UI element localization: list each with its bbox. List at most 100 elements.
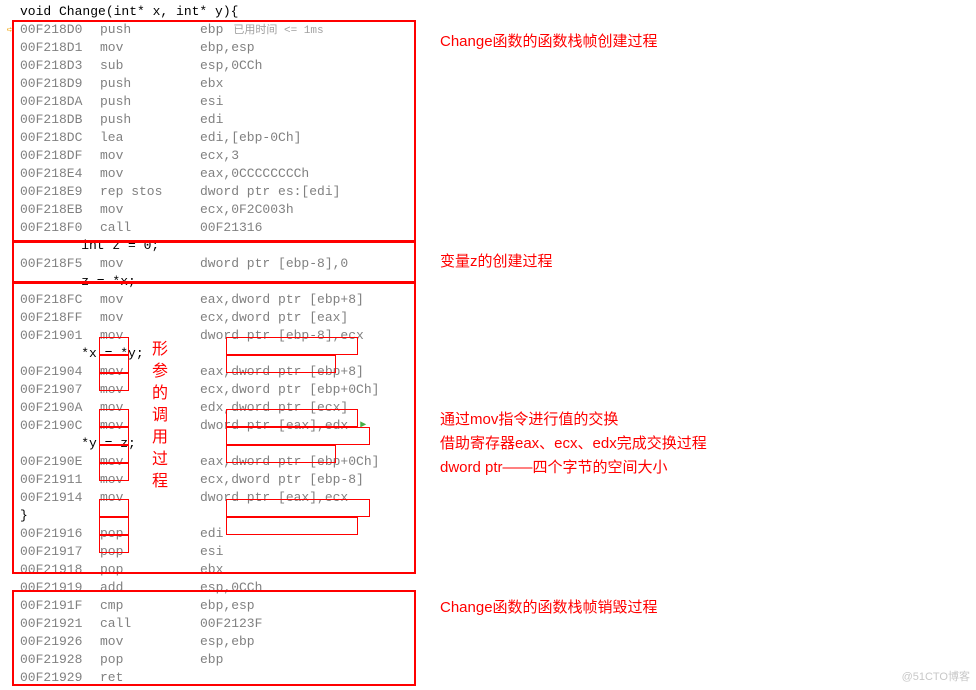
src-text: } <box>20 508 28 523</box>
mnemonic: mov <box>100 256 200 271</box>
src-text: *x = *y; <box>20 346 144 361</box>
operands: ebp,esp <box>200 40 255 55</box>
operands: eax,dword ptr [ebp+8] <box>200 292 364 307</box>
operands: ebx <box>200 76 223 91</box>
asm-line: 00F218FF movecx,dword ptr [eax] <box>0 308 976 326</box>
address: 00F21914 <box>20 490 100 505</box>
operands: ebp,esp <box>200 598 255 613</box>
operands: dword ptr es:[edi] <box>200 184 340 199</box>
asm-line: 00F21926 movesp,ebp <box>0 632 976 650</box>
address: 00F218DC <box>20 130 100 145</box>
address: 00F218F5 <box>20 256 100 271</box>
asm-line: 00F21928 popebp <box>0 650 976 668</box>
src-text: *y = z; <box>20 436 136 451</box>
address: 00F218D1 <box>20 40 100 55</box>
mnemonic: rep stos <box>100 184 200 199</box>
asm-line: 00F218DF movecx,3 <box>0 146 976 164</box>
asm-line: 00F218DB pushedi <box>0 110 976 128</box>
mnemonic: call <box>100 616 200 631</box>
annotation-3b: 借助寄存器eax、ecx、edx完成交换过程 <box>440 432 707 453</box>
address: 00F218DF <box>20 148 100 163</box>
mnemonic: pop <box>100 562 200 577</box>
operands: 00F2123F <box>200 616 262 631</box>
src-text: int z = 0; <box>20 238 159 253</box>
address: 00F218EB <box>20 202 100 217</box>
source-line: z = *x; <box>0 272 976 290</box>
address: 00F21918 <box>20 562 100 577</box>
address: 00F21917 <box>20 544 100 559</box>
vertical-annotation: 形参的调用过程 <box>145 340 169 494</box>
asm-line: 00F218D3 subesp,0CCh <box>0 56 976 74</box>
operands: edi <box>200 526 223 541</box>
timing-hint: 已用时间 <= 1ms <box>233 21 323 37</box>
mnemonic: mov <box>100 40 200 55</box>
asm-line: 00F218DC leaedi,[ebp-0Ch] <box>0 128 976 146</box>
address: 00F218D9 <box>20 76 100 91</box>
address: 00F218F0 <box>20 220 100 235</box>
source-line: void Change(int* x, int* y){ <box>0 2 976 20</box>
mnemonic: push <box>100 22 200 37</box>
asm-line: 00F218E9 rep stosdword ptr es:[edi] <box>0 182 976 200</box>
address: 00F21916 <box>20 526 100 541</box>
operands: eax,dword ptr [ebp+8] <box>200 364 364 379</box>
operands: dword ptr [ebp-8],ecx <box>200 328 364 343</box>
operands: eax,dword ptr [ebp+0Ch] <box>200 454 379 469</box>
mnemonic: cmp <box>100 598 200 613</box>
mnemonic: ret <box>100 670 200 685</box>
operands: ebp <box>200 652 223 667</box>
address: 00F21919 <box>20 580 100 595</box>
operands: eax,0CCCCCCCCh <box>200 166 309 181</box>
operands: ecx,dword ptr [ebp-8] <box>200 472 364 487</box>
address: 00F218D0 <box>20 22 100 37</box>
address: 00F21926 <box>20 634 100 649</box>
asm-line: 00F218FC moveax,dword ptr [ebp+8] <box>0 290 976 308</box>
address: 00F21911 <box>20 472 100 487</box>
address: 00F218FF <box>20 310 100 325</box>
address: 00F21929 <box>20 670 100 685</box>
operands: esp,0CCh <box>200 58 262 73</box>
mnemonic: pop <box>100 544 200 559</box>
asm-line: 00F21917 popesi <box>0 542 976 560</box>
address: 00F2190C <box>20 418 100 433</box>
annotation-2: 变量z的创建过程 <box>440 250 553 271</box>
annotation-3c: dword ptr——四个字节的空间大小 <box>440 456 668 477</box>
source-line: } <box>0 506 976 524</box>
mnemonic: lea <box>100 130 200 145</box>
address: 00F218E9 <box>20 184 100 199</box>
current-line-arrow-icon: ➪ <box>7 25 14 37</box>
address: 00F218E4 <box>20 166 100 181</box>
annotation-4: Change函数的函数栈帧销毁过程 <box>440 596 658 617</box>
gutter: ➪ <box>0 22 20 37</box>
operands: esp,ebp <box>200 634 255 649</box>
address: 00F218FC <box>20 292 100 307</box>
address: 00F21921 <box>20 616 100 631</box>
annotation-1: Change函数的函数栈帧创建过程 <box>440 30 658 51</box>
operands: dword ptr [eax],ecx <box>200 490 348 505</box>
operands: esi <box>200 544 223 559</box>
src-text: void Change(int* x, int* y){ <box>20 4 238 19</box>
address: 00F218DA <box>20 94 100 109</box>
mnemonic: push <box>100 76 200 91</box>
mnemonic: pop <box>100 652 200 667</box>
operands: ecx,dword ptr [eax] <box>200 310 348 325</box>
watermark: @51CTO博客 <box>902 668 970 684</box>
operands: ecx,0F2C003h <box>200 202 294 217</box>
address: 00F2191F <box>20 598 100 613</box>
operands: ecx,3 <box>200 148 239 163</box>
mnemonic: mov <box>100 202 200 217</box>
mnemonic: mov <box>100 310 200 325</box>
annotation-3a: 通过mov指令进行值的交换 <box>440 408 618 429</box>
address: 00F2190A <box>20 400 100 415</box>
mnemonic: pop <box>100 526 200 541</box>
mnemonic: mov <box>100 148 200 163</box>
asm-line: 00F21929 ret <box>0 668 976 686</box>
address: 00F218DB <box>20 112 100 127</box>
asm-line: 00F218D9 pushebx <box>0 74 976 92</box>
operands: esp,0CCh <box>200 580 262 595</box>
mnemonic: mov <box>100 292 200 307</box>
mnemonic: mov <box>100 166 200 181</box>
mnemonic: push <box>100 94 200 109</box>
operands: ebx <box>200 562 223 577</box>
play-marker-icon: ▶ <box>348 419 366 431</box>
asm-line: 00F218E4 moveax,0CCCCCCCCh <box>0 164 976 182</box>
